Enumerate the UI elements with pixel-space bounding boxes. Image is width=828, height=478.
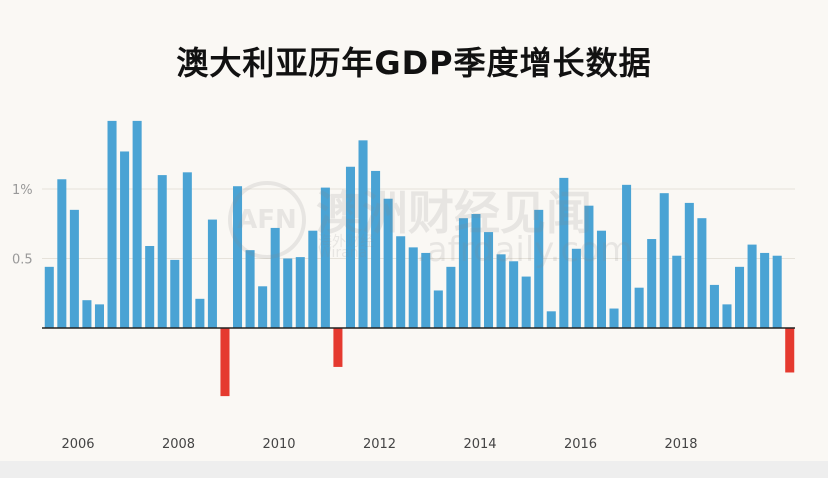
bar <box>69 209 79 328</box>
bar <box>270 227 280 328</box>
bar <box>747 244 757 328</box>
bar <box>509 261 519 328</box>
bar <box>609 308 619 328</box>
x-tick-label: 2008 <box>162 437 195 452</box>
x-tick-label: 2012 <box>363 437 396 452</box>
bar <box>258 286 268 328</box>
bar <box>672 255 682 328</box>
bar <box>521 276 531 328</box>
bar <box>722 304 732 328</box>
bar <box>647 239 657 328</box>
bar <box>157 175 167 328</box>
bar <box>371 170 381 328</box>
bar <box>94 304 104 328</box>
bar <box>622 184 632 328</box>
grid-lines <box>42 188 795 259</box>
bar <box>596 230 606 328</box>
bar <box>182 172 192 328</box>
bar <box>383 198 393 328</box>
bar <box>684 202 694 328</box>
tick-labels: 1% 0.5 2006 2008 2010 2012 2014 2016 2018 <box>12 183 698 452</box>
bottom-strip <box>0 461 828 478</box>
bar <box>170 259 180 328</box>
bar <box>145 245 155 328</box>
bar <box>458 218 468 328</box>
bar <box>697 218 707 328</box>
bar <box>220 328 230 397</box>
bar <box>132 120 142 328</box>
bar <box>785 328 795 373</box>
bar <box>484 232 494 328</box>
bar <box>295 257 305 328</box>
bar <box>421 252 431 328</box>
x-tick-label: 2018 <box>664 437 697 452</box>
bar <box>195 298 205 328</box>
bar <box>408 247 418 328</box>
x-tick-label: 2006 <box>61 437 94 452</box>
x-tick-label: 2010 <box>262 437 295 452</box>
bar <box>772 255 782 328</box>
bar <box>107 120 117 328</box>
bar <box>634 287 644 328</box>
bar <box>659 193 669 328</box>
bar <box>283 258 293 328</box>
bar <box>496 254 506 328</box>
bar <box>245 250 255 328</box>
bar <box>345 166 355 328</box>
bar <box>82 300 92 328</box>
x-tick-label: 2014 <box>463 437 496 452</box>
bar <box>559 177 569 328</box>
x-tick-label: 2016 <box>564 437 597 452</box>
chart-title: 澳大利亚历年GDP季度增长数据 <box>176 44 652 82</box>
bar <box>571 248 581 328</box>
bar <box>471 214 481 328</box>
bar <box>446 266 456 328</box>
y-tick-label: 1% <box>12 183 33 198</box>
bar <box>207 219 217 328</box>
bar <box>308 230 318 328</box>
bar <box>333 328 343 367</box>
bar <box>546 311 556 328</box>
bar <box>760 252 770 328</box>
bar <box>44 266 54 328</box>
bar <box>584 205 594 328</box>
y-tick-label: 0.5 <box>12 253 33 268</box>
bar <box>57 179 67 328</box>
bar <box>358 140 368 328</box>
bar <box>735 266 745 328</box>
bar <box>396 236 406 328</box>
bar <box>233 186 243 328</box>
bar <box>433 290 443 328</box>
bar <box>120 151 130 328</box>
bar <box>709 284 719 328</box>
bars <box>44 120 795 397</box>
bar <box>534 209 544 328</box>
bar <box>320 187 330 328</box>
